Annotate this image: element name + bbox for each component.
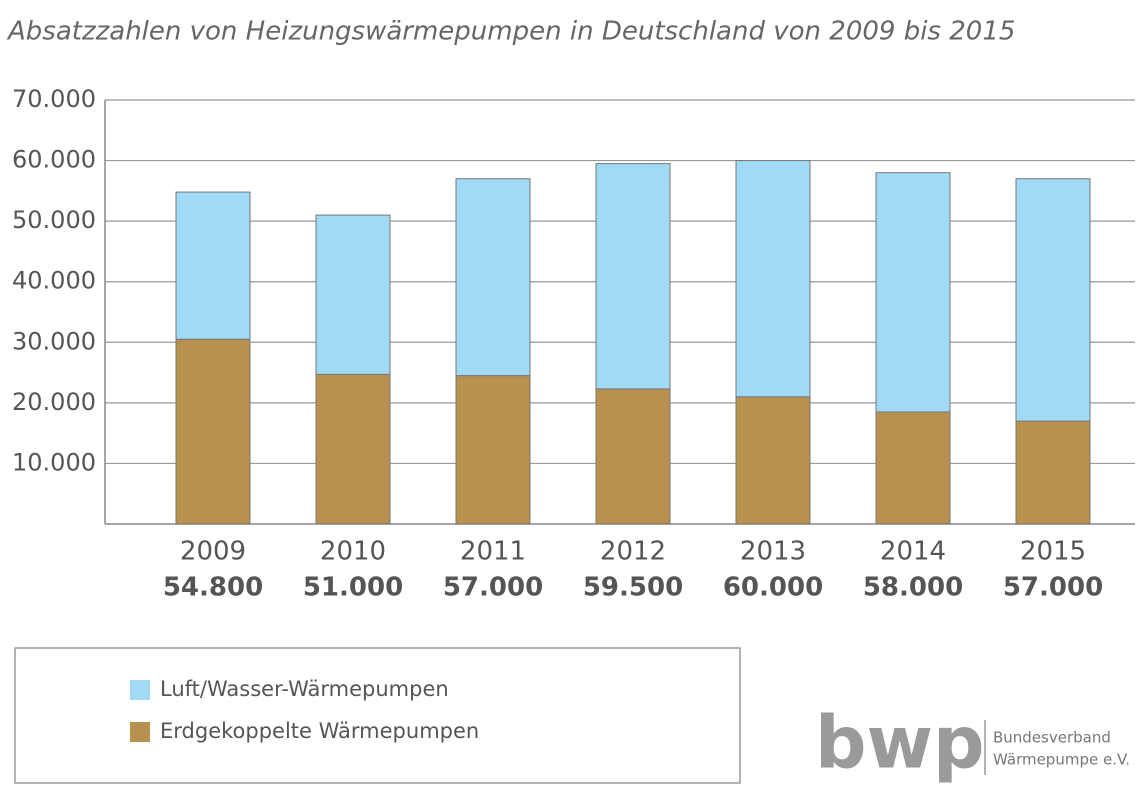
y-tick-label: 40.000 <box>12 267 96 295</box>
total-label: 57.000 <box>443 573 543 603</box>
y-tick-label: 50.000 <box>12 206 96 234</box>
legend-box <box>14 647 741 784</box>
total-label: 60.000 <box>723 573 823 603</box>
bar-segment <box>455 178 531 377</box>
bar-segment <box>875 411 951 525</box>
total-label: 54.800 <box>163 573 263 603</box>
bar-segment <box>1015 420 1091 525</box>
bar-segment <box>315 214 391 375</box>
x-tick-label: 2013 <box>740 537 806 567</box>
x-tick-label: 2012 <box>600 537 666 567</box>
x-tick-label: 2009 <box>180 537 246 567</box>
bar-segment <box>595 388 671 525</box>
y-tick-label: 10.000 <box>12 448 96 476</box>
legend-swatch <box>130 722 150 742</box>
bar-segment <box>1015 178 1091 422</box>
x-tick-label: 2011 <box>460 537 526 567</box>
total-label: 59.500 <box>583 573 683 603</box>
y-tick-label: 30.000 <box>12 327 96 355</box>
total-label: 57.000 <box>1003 573 1103 603</box>
x-tick-label: 2015 <box>1020 537 1086 567</box>
logo-line1: Bundesverband <box>993 729 1111 747</box>
bar-segment <box>735 160 811 398</box>
logo-mark: bwp <box>815 701 985 785</box>
bar-segment <box>175 338 251 525</box>
bar-segment <box>175 191 251 340</box>
y-tick-label: 70.000 <box>12 85 96 113</box>
total-label: 58.000 <box>863 573 963 603</box>
bar-segment <box>595 163 671 390</box>
logo-line2: Wärmepumpe e.V. <box>993 751 1130 769</box>
legend-label: Erdgekoppelte Wärmepumpen <box>160 719 479 743</box>
total-label: 51.000 <box>303 573 403 603</box>
bar-segment <box>455 375 531 525</box>
bar-segment <box>735 396 811 525</box>
y-tick-label: 20.000 <box>12 388 96 416</box>
x-tick-label: 2014 <box>880 537 946 567</box>
bar-segment <box>875 172 951 413</box>
chart-title: Absatzzahlen von Heizungswärmepumpen in … <box>6 17 1015 47</box>
legend-label: Luft/Wasser-Wärmepumpen <box>160 677 449 701</box>
y-tick-label: 60.000 <box>12 146 96 174</box>
bar-segment <box>315 373 391 525</box>
legend-swatch <box>130 680 150 700</box>
x-tick-label: 2010 <box>320 537 386 567</box>
